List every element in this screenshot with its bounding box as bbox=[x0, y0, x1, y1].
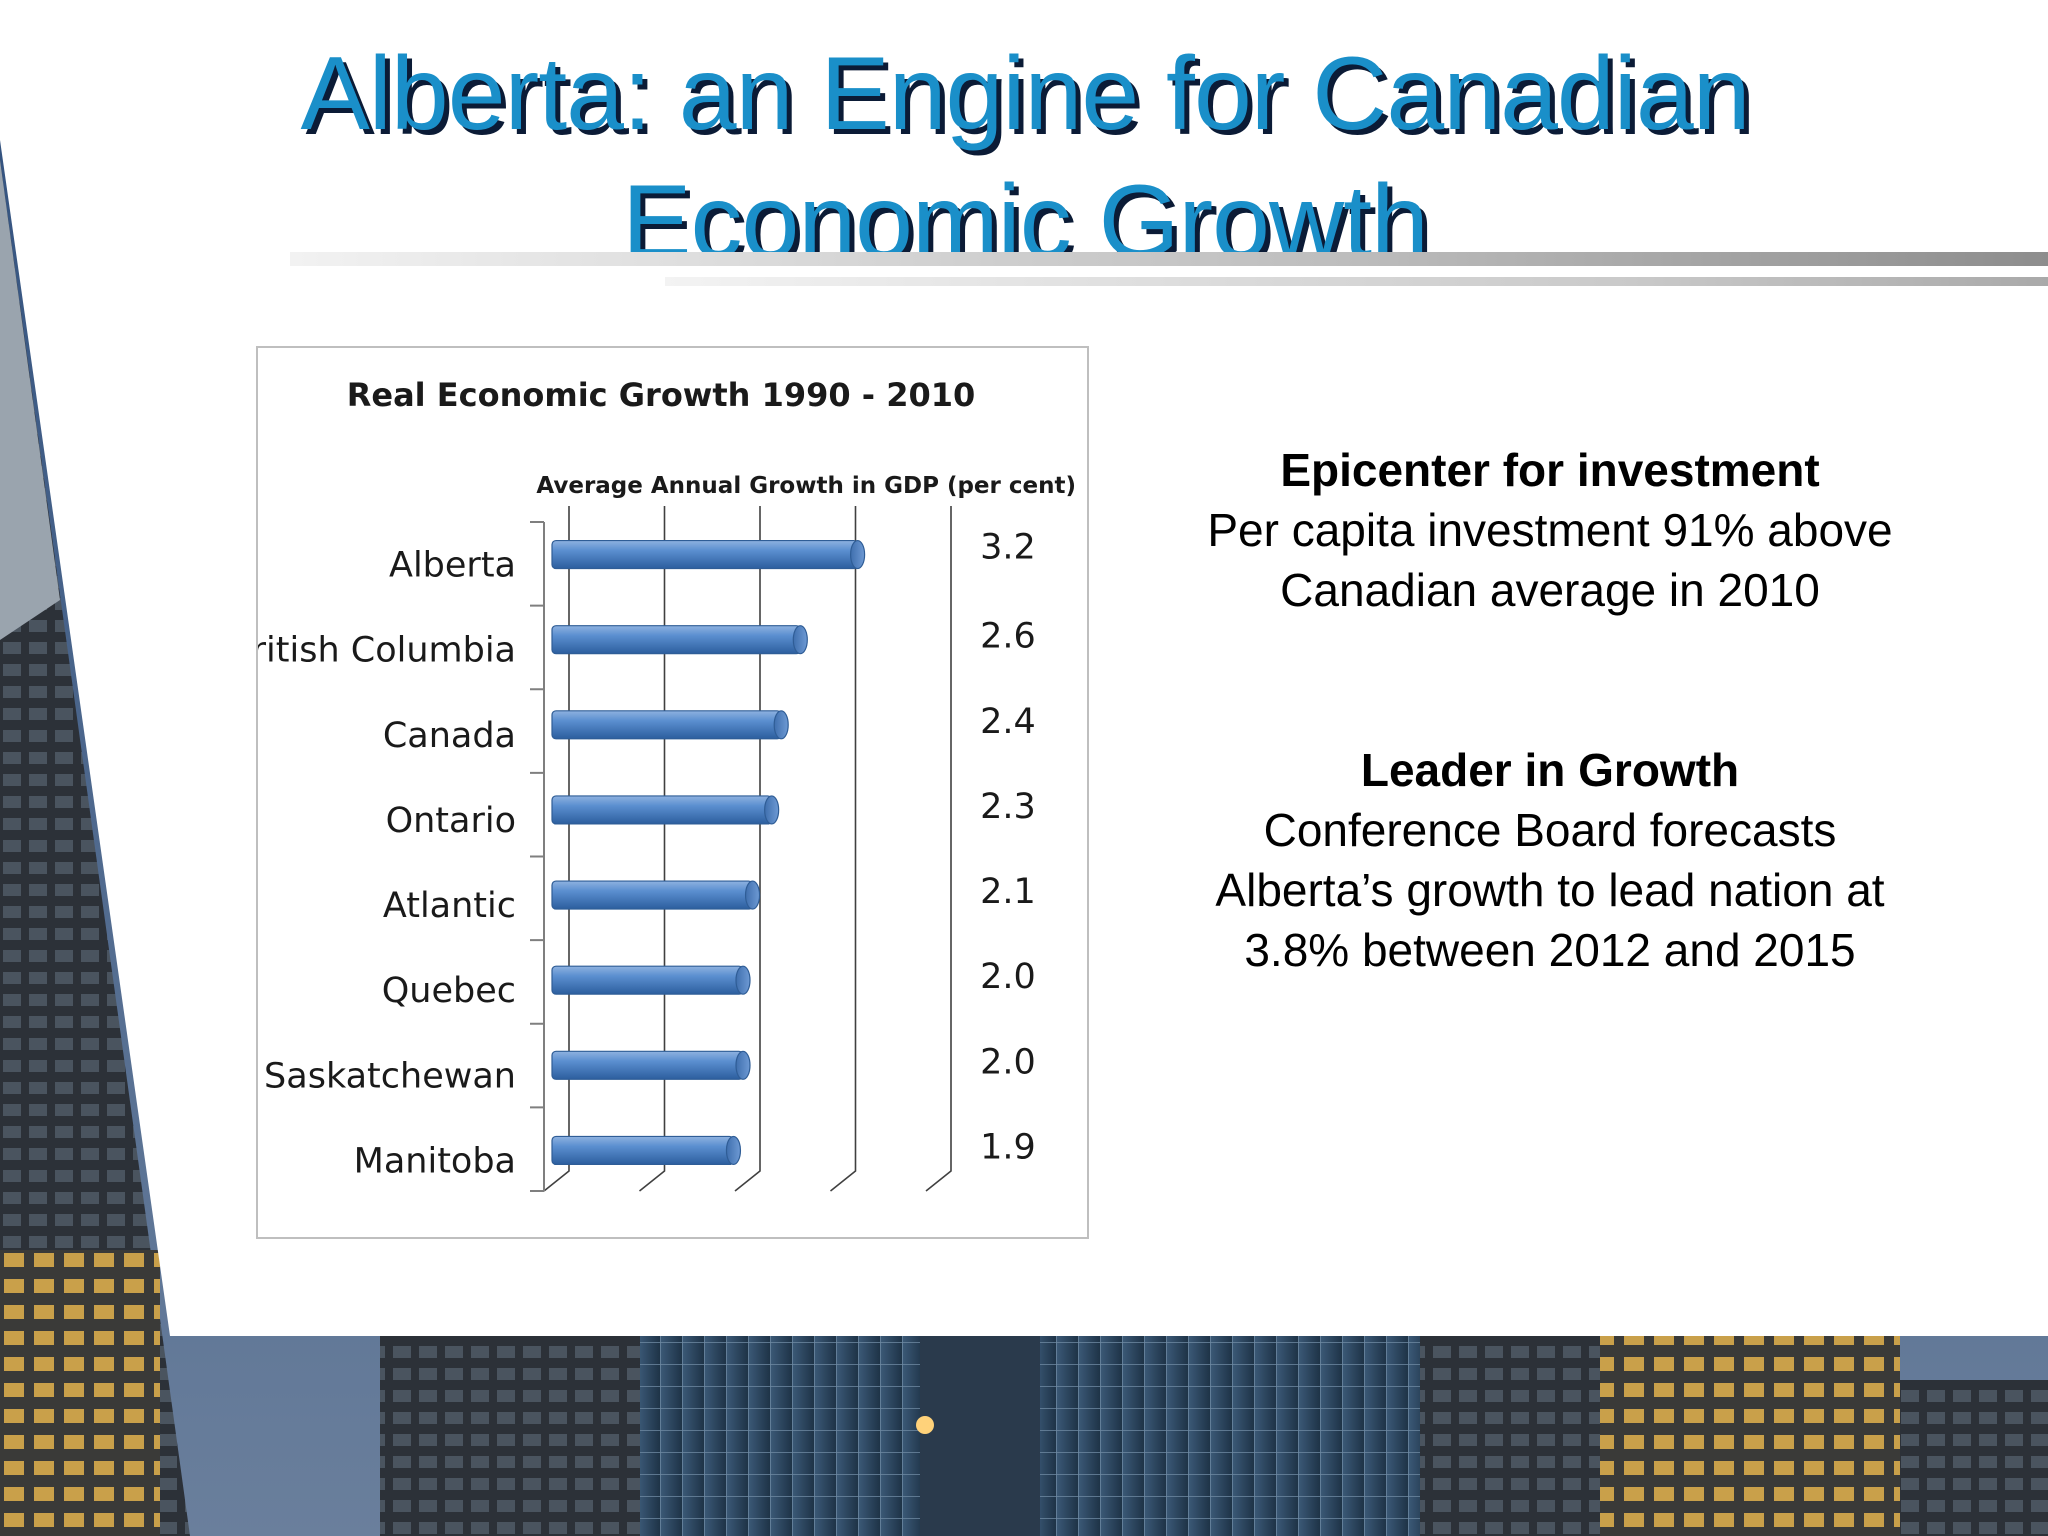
chart-bar-cap bbox=[744, 880, 761, 910]
growth-chart: Real Economic Growth 1990 - 2010 Average… bbox=[256, 346, 1089, 1239]
chart-bar-cap bbox=[735, 1050, 751, 1080]
chart-gridline bbox=[830, 506, 857, 1192]
chart-value-label: 3.2 bbox=[980, 528, 1036, 568]
chart-bar bbox=[551, 880, 754, 910]
chart-category-label: Alberta bbox=[389, 546, 516, 586]
chart-value-label: 2.0 bbox=[980, 1042, 1036, 1082]
growth-line-3: 3.8% between 2012 and 2015 bbox=[1244, 924, 1856, 976]
chart-bar bbox=[551, 1135, 735, 1166]
chart-bar bbox=[551, 795, 773, 825]
chart-bar-cap bbox=[773, 710, 789, 740]
chart-category-label: Atlantic bbox=[383, 886, 516, 926]
chart-category-label: Quebec bbox=[382, 971, 516, 1011]
chart-bar bbox=[551, 710, 782, 740]
chart-bar-cap bbox=[849, 539, 866, 570]
slide-title: Alberta: an Engine for Canadian Economic… bbox=[300, 36, 1750, 280]
chart-bar bbox=[551, 965, 744, 995]
investment-info-block: Epicenter for investment Per capita inve… bbox=[1140, 440, 1960, 620]
chart-bar bbox=[551, 1050, 744, 1080]
chart-gridline bbox=[543, 506, 570, 1192]
chart-bar-cap bbox=[764, 795, 780, 825]
chart-gridlines bbox=[543, 506, 952, 1192]
chart-gridline bbox=[925, 506, 952, 1192]
chart-bar-cap bbox=[735, 965, 751, 995]
title-underline-secondary bbox=[665, 277, 2048, 286]
chart-bar-cap bbox=[725, 1135, 742, 1166]
chart-value-label: 2.1 bbox=[980, 872, 1036, 912]
growth-line-1: Conference Board forecasts bbox=[1263, 804, 1837, 856]
chart-category-label: Canada bbox=[383, 716, 516, 756]
chart-value-label: 2.6 bbox=[980, 617, 1036, 657]
investment-heading: Epicenter for investment bbox=[1280, 444, 1820, 496]
chart-labels: Alberta 3.2 British Columbia 2.6 Canada 2.4 On… bbox=[258, 528, 1036, 1182]
chart-category-axis bbox=[530, 521, 545, 1192]
growth-chart-svg: Real Economic Growth 1990 - 2010 Average… bbox=[258, 376, 1076, 1192]
chart-category-label: Saskatchewan bbox=[264, 1056, 516, 1096]
chart-bar-cap bbox=[792, 625, 808, 655]
chart-value-label: 2.0 bbox=[980, 957, 1036, 997]
chart-category-label: British Columbia bbox=[258, 631, 516, 671]
growth-info-block: Leader in Growth Conference Board foreca… bbox=[1140, 740, 1960, 980]
chart-title: Real Economic Growth 1990 - 2010 bbox=[347, 376, 976, 414]
growth-heading: Leader in Growth bbox=[1360, 744, 1740, 796]
chart-category-label: Ontario bbox=[386, 801, 516, 841]
chart-gridline bbox=[639, 506, 666, 1192]
chart-value-label: 2.4 bbox=[980, 702, 1036, 742]
chart-value-label: 1.9 bbox=[980, 1127, 1036, 1167]
chart-category-label: Manitoba bbox=[354, 1141, 516, 1181]
chart-subtitle: Average Annual Growth in GDP (per cent) bbox=[536, 473, 1076, 499]
investment-line-1: Per capita investment 91% above bbox=[1207, 504, 1893, 556]
chart-value-label: 2.3 bbox=[980, 787, 1036, 827]
chart-bar bbox=[551, 625, 801, 655]
title-underline bbox=[290, 252, 2048, 266]
growth-line-2: Alberta’s growth to lead nation at bbox=[1215, 864, 1885, 916]
chart-bars bbox=[551, 539, 866, 1166]
investment-line-2: Canadian average in 2010 bbox=[1280, 564, 1820, 616]
chart-gridline bbox=[734, 506, 761, 1192]
chart-bar bbox=[551, 539, 859, 570]
